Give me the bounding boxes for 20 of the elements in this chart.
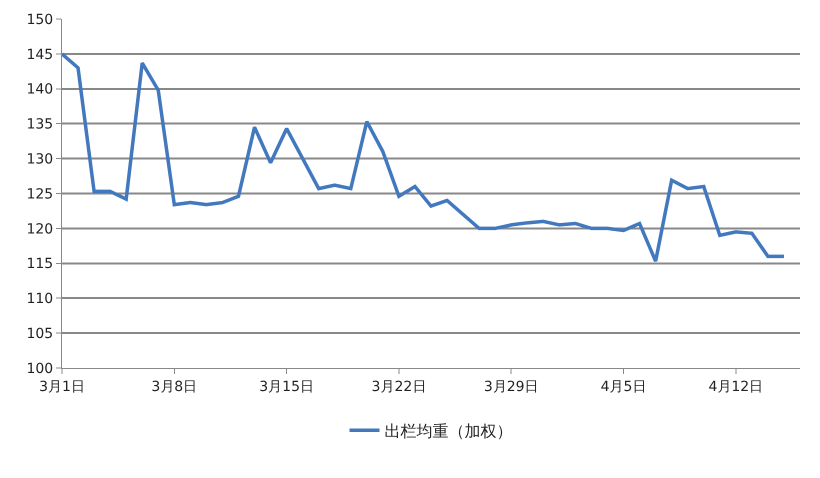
x-tick-label: 4月5日: [600, 378, 646, 395]
y-tick-label: 135: [26, 116, 54, 133]
y-tick-label: 150: [26, 12, 54, 28]
y-tick-label: 105: [26, 326, 54, 342]
line-series: [62, 52, 786, 263]
y-tick-label: 125: [26, 186, 54, 202]
y-tick-label: 140: [26, 82, 54, 98]
y-tick-label: 100: [26, 360, 54, 377]
x-tick-label: 3月29日: [484, 378, 539, 395]
y-tick-label: 145: [26, 46, 54, 63]
x-tick-label: 3月15日: [259, 378, 314, 395]
x-tick-label: 3月1日: [39, 378, 85, 395]
x-tick-label: 3月8日: [151, 378, 198, 395]
y-tick-label: 120: [26, 221, 54, 238]
y-tick-label: 130: [26, 152, 54, 168]
x-tick-label: 3月22日: [372, 378, 426, 395]
y-tick-label: 110: [26, 291, 54, 308]
legend-label: 出栏均重（加权）: [384, 422, 512, 441]
y-tick-label: 115: [26, 256, 54, 272]
x-tick-label: 4月12日: [708, 378, 764, 395]
